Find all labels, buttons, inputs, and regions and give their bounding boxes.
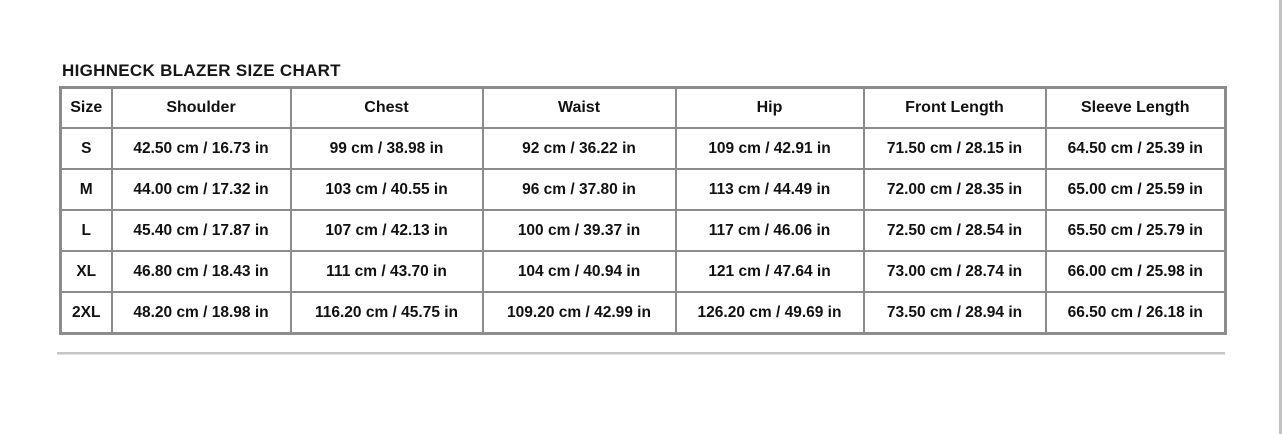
column-header-waist: Waist <box>481 86 677 129</box>
measurement-cell: 107 cm / 42.13 in <box>289 209 484 252</box>
measurement-cell: 117 cm / 46.06 in <box>674 209 865 252</box>
column-header-front-length: Front Length <box>862 86 1047 129</box>
section-divider <box>57 352 1225 355</box>
measurement-cell: 99 cm / 38.98 in <box>289 127 484 170</box>
measurement-cell: 72.00 cm / 28.35 in <box>862 168 1047 211</box>
header-row: Size Shoulder Chest Waist Hip Front Length Sle… <box>59 86 1227 129</box>
table-row: L 45.40 cm / 17.87 in 107 cm / 42.13 in 100… <box>59 209 1227 252</box>
table-row: XL 46.80 cm / 18.43 in 111 cm / 43.70 in 10… <box>59 250 1227 293</box>
size-chart-table: Size Shoulder Chest Waist Hip Front Length Sle… <box>59 86 1227 335</box>
column-header-size: Size <box>59 86 113 129</box>
measurement-cell: 48.20 cm / 18.98 in <box>110 291 292 335</box>
size-label-cell: XL <box>59 250 113 293</box>
table-row: S 42.50 cm / 16.73 in 99 cm / 38.98 in 92 c… <box>59 127 1227 170</box>
size-label-cell: M <box>59 168 113 211</box>
size-chart-title: HIGHNECK BLAZER SIZE CHART <box>62 61 341 80</box>
measurement-cell: 92 cm / 36.22 in <box>481 127 677 170</box>
column-header-shoulder: Shoulder <box>110 86 292 129</box>
measurement-cell: 121 cm / 47.64 in <box>674 250 865 293</box>
measurement-cell: 72.50 cm / 28.54 in <box>862 209 1047 252</box>
measurement-cell: 66.50 cm / 26.18 in <box>1044 291 1227 335</box>
measurement-cell: 126.20 cm / 49.69 in <box>674 291 865 335</box>
measurement-cell: 113 cm / 44.49 in <box>674 168 865 211</box>
measurement-cell: 116.20 cm / 45.75 in <box>289 291 484 335</box>
measurement-cell: 109 cm / 42.91 in <box>674 127 865 170</box>
column-header-sleeve-length: Sleeve Length <box>1044 86 1227 129</box>
column-header-chest: Chest <box>289 86 484 129</box>
measurement-cell: 96 cm / 37.80 in <box>481 168 677 211</box>
measurement-cell: 44.00 cm / 17.32 in <box>110 168 292 211</box>
measurement-cell: 66.00 cm / 25.98 in <box>1044 250 1227 293</box>
size-label-cell: L <box>59 209 113 252</box>
table-row: 2XL 48.20 cm / 18.98 in 116.20 cm / 45.75 … <box>59 291 1227 335</box>
measurement-cell: 73.50 cm / 28.94 in <box>862 291 1047 335</box>
table-row: M 44.00 cm / 17.32 in 103 cm / 40.55 in 96 … <box>59 168 1227 211</box>
measurement-cell: 109.20 cm / 42.99 in <box>481 291 677 335</box>
column-header-hip: Hip <box>674 86 865 129</box>
measurement-cell: 100 cm / 39.37 in <box>481 209 677 252</box>
size-label-cell: S <box>59 127 113 170</box>
measurement-cell: 45.40 cm / 17.87 in <box>110 209 292 252</box>
measurement-cell: 73.00 cm / 28.74 in <box>862 250 1047 293</box>
measurement-cell: 71.50 cm / 28.15 in <box>862 127 1047 170</box>
measurement-cell: 111 cm / 43.70 in <box>289 250 484 293</box>
measurement-cell: 65.00 cm / 25.59 in <box>1044 168 1227 211</box>
measurement-cell: 104 cm / 40.94 in <box>481 250 677 293</box>
measurement-cell: 46.80 cm / 18.43 in <box>110 250 292 293</box>
measurement-cell: 65.50 cm / 25.79 in <box>1044 209 1227 252</box>
size-label-cell: 2XL <box>59 291 113 335</box>
scrollbar-track[interactable] <box>1279 0 1282 434</box>
size-table-body: S 42.50 cm / 16.73 in 99 cm / 38.98 in 92 c… <box>59 127 1227 335</box>
measurement-cell: 64.50 cm / 25.39 in <box>1044 127 1227 170</box>
measurement-cell: 103 cm / 40.55 in <box>289 168 484 211</box>
measurement-cell: 42.50 cm / 16.73 in <box>110 127 292 170</box>
size-table-head: Size Shoulder Chest Waist Hip Front Length Sle… <box>59 86 1227 129</box>
